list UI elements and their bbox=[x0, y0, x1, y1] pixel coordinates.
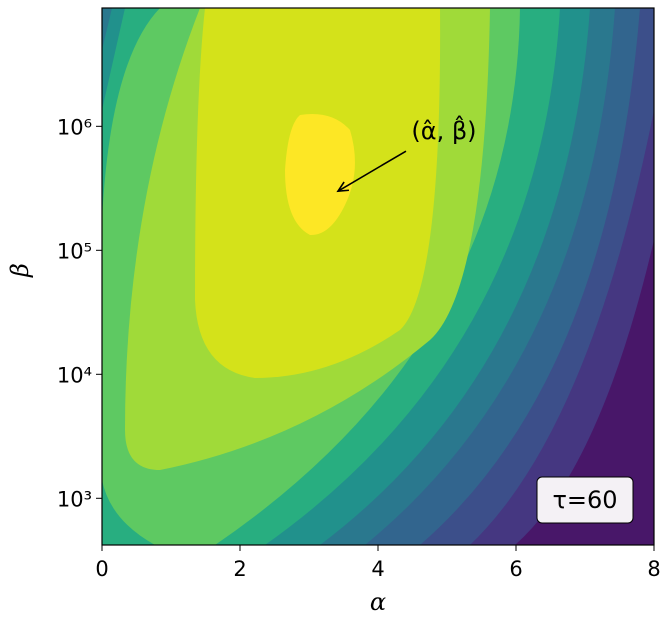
contour-fill bbox=[102, 8, 654, 545]
annotation: τ=60 bbox=[552, 486, 617, 514]
y-tick-label: 10⁵ bbox=[57, 239, 92, 263]
x-tick-label: 2 bbox=[233, 557, 246, 581]
y-tick-label: 10⁴ bbox=[57, 363, 92, 387]
annotation-box bbox=[536, 476, 634, 524]
x-tick-label: 6 bbox=[509, 557, 522, 581]
y-tick-label: 10⁶ bbox=[57, 115, 92, 139]
x-axis-label: α bbox=[370, 588, 386, 616]
contour-band bbox=[285, 114, 355, 236]
x-tick-label: 8 bbox=[647, 557, 660, 581]
annotation: (α̂, β̂) bbox=[411, 115, 476, 145]
x-tick-label: 0 bbox=[95, 557, 108, 581]
annotation-arrow bbox=[337, 150, 407, 192]
x-tick-label: 4 bbox=[371, 557, 384, 581]
annotation-arrowhead bbox=[336, 181, 350, 193]
y-axis-label: β bbox=[6, 263, 34, 278]
y-tick-label: 10³ bbox=[57, 487, 92, 511]
